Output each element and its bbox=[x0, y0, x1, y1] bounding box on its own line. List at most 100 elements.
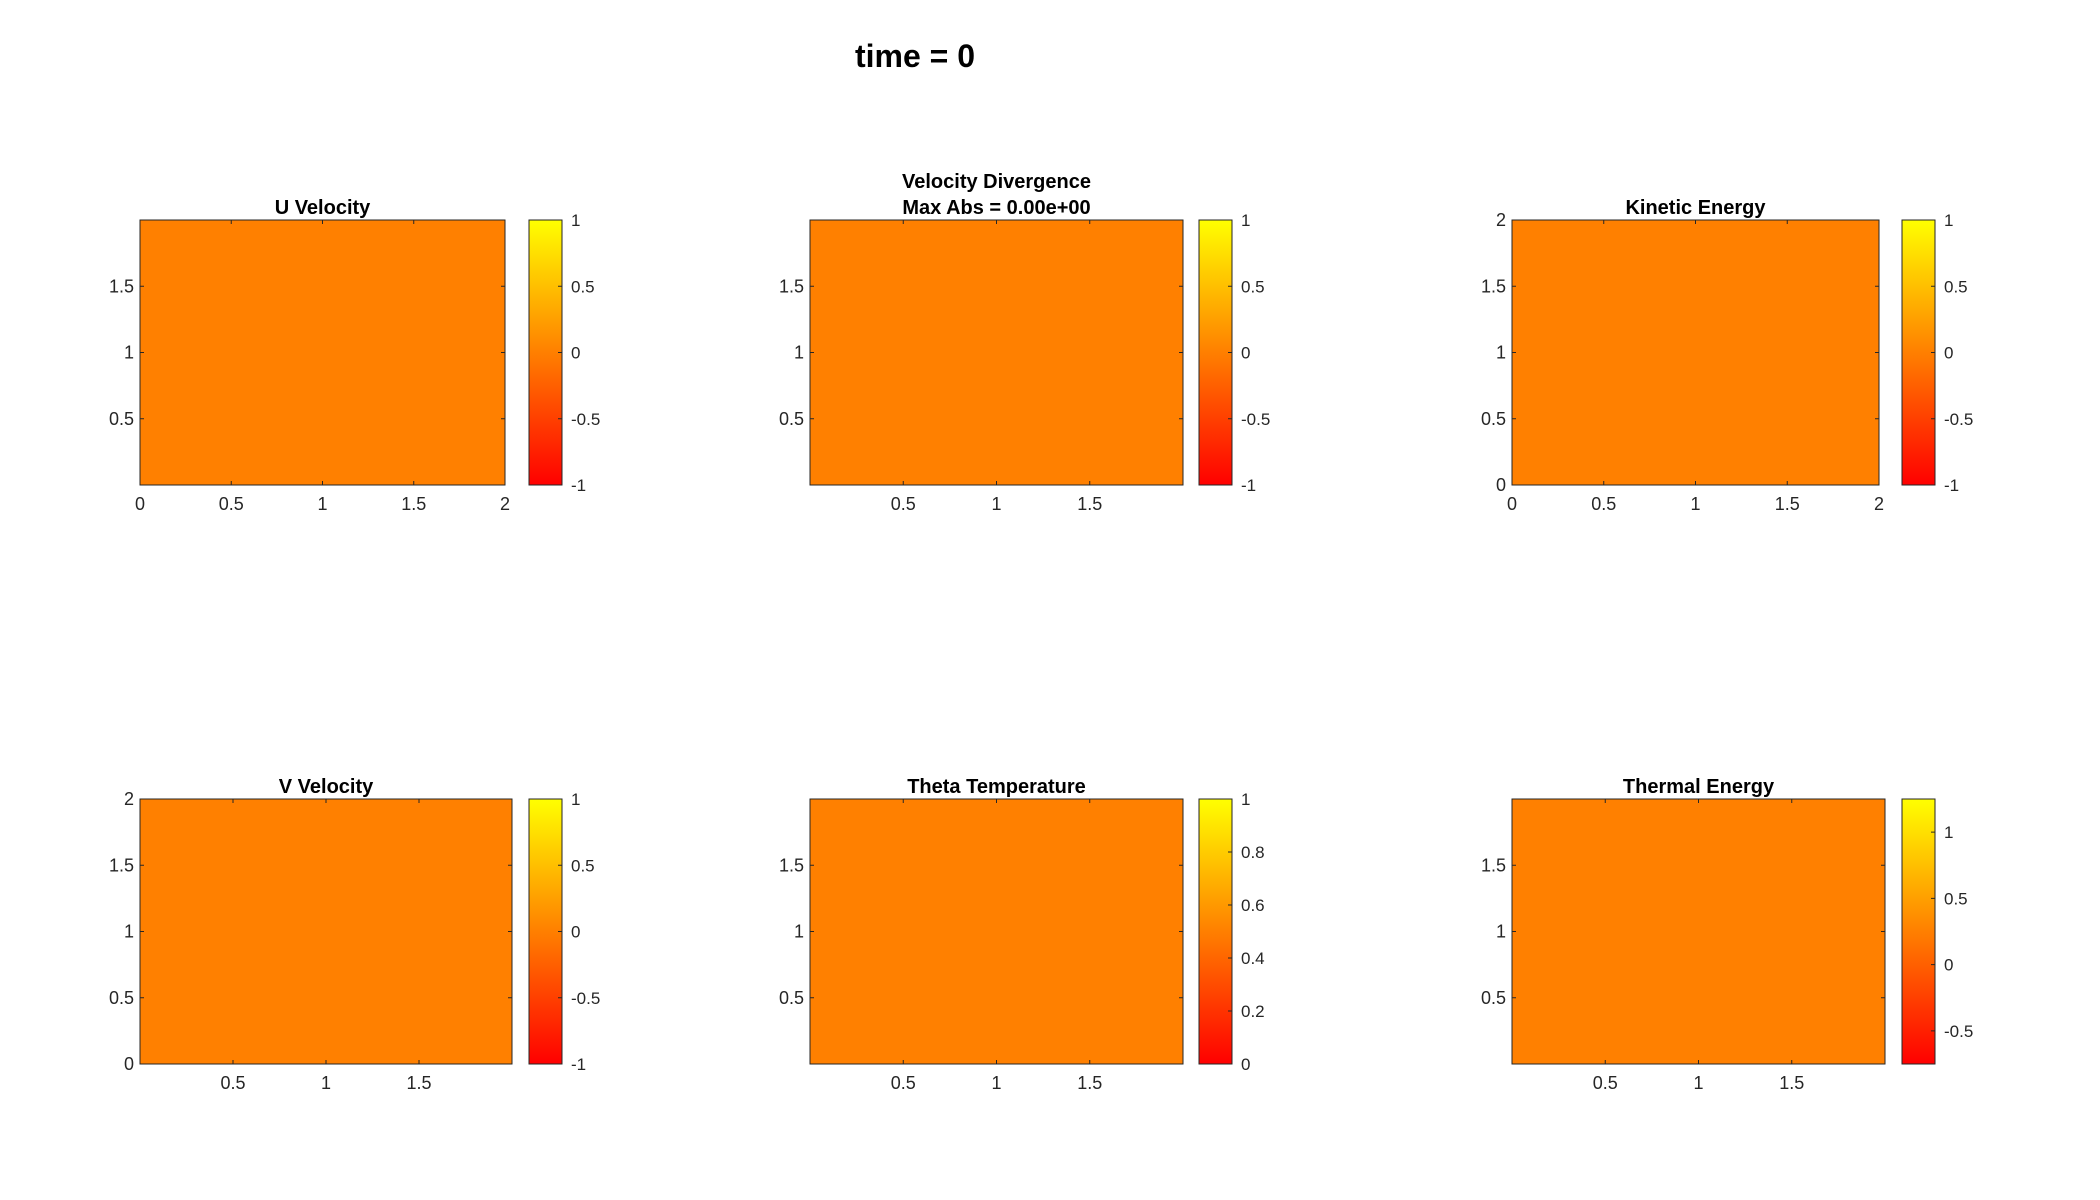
x-tick-label: 1 bbox=[1693, 1073, 1703, 1093]
x-tick-label: 0.5 bbox=[220, 1073, 245, 1093]
colorbar-tick-label: 0 bbox=[1241, 1055, 1250, 1074]
colorbar-tick-label: 0.5 bbox=[1944, 277, 1968, 296]
y-tick-label: 1 bbox=[124, 343, 134, 363]
subplot-3: Kinetic Energy 0 0.5 1 1.5 2 0 0.5 1 1.5 2 -1 -0.5 0 0… bbox=[1481, 197, 1973, 514]
colorbar-tick-label: -0.5 bbox=[1944, 410, 1973, 429]
colorbar-tick-label: -0.5 bbox=[1241, 410, 1270, 429]
y-tick-label: 0.5 bbox=[779, 409, 804, 429]
colorbar-tick-label: -0.5 bbox=[571, 989, 600, 1008]
y-tick-label: 1 bbox=[794, 922, 804, 942]
colorbar bbox=[1198, 798, 1233, 1065]
colorbar-tick-label: 1 bbox=[1241, 211, 1250, 230]
subplot-title: U Velocity bbox=[275, 197, 371, 219]
colorbar-tick-label: 1 bbox=[571, 790, 580, 809]
x-tick-label: 1.5 bbox=[1077, 494, 1102, 514]
colorbar-tick-label: -1 bbox=[1241, 476, 1256, 495]
colorbar-tick-label: 0.5 bbox=[571, 856, 595, 875]
heatmap-field bbox=[139, 219, 506, 486]
y-tick-label: 0.5 bbox=[779, 988, 804, 1008]
colorbar-tick-label: 0 bbox=[1944, 344, 1953, 363]
colorbar-tick-label: 0.4 bbox=[1241, 949, 1265, 968]
x-tick-label: 0.5 bbox=[1591, 494, 1616, 514]
heatmap-field bbox=[1511, 219, 1880, 486]
subplot-title: Theta Temperature bbox=[907, 776, 1086, 798]
figure-title: time = 0 bbox=[854, 38, 976, 74]
colorbar-tick-label: 0 bbox=[571, 923, 580, 942]
x-tick-label: 0.5 bbox=[1593, 1073, 1618, 1093]
subplot-2: Velocity Divergence Max Abs = 0.00e+00 0.5… bbox=[779, 171, 1270, 514]
y-tick-label: 1 bbox=[794, 343, 804, 363]
subplot-title: Kinetic Energy bbox=[1625, 197, 1766, 219]
y-tick-label: 1.5 bbox=[1481, 855, 1506, 875]
x-tick-label: 1 bbox=[1690, 494, 1700, 514]
subplot-5: Theta Temperature 0.5 1 1.5 0.5 1 1.5 0 0.2 0.4 0.… bbox=[779, 776, 1265, 1093]
x-tick-label: 1.5 bbox=[1077, 1073, 1102, 1093]
colorbar-tick-label: 0.2 bbox=[1241, 1002, 1265, 1021]
y-tick-label: 1.5 bbox=[1481, 276, 1506, 296]
subplot-title: V Velocity bbox=[279, 776, 374, 798]
colorbar-tick-label: 0 bbox=[1241, 344, 1250, 363]
y-tick-label: 2 bbox=[124, 789, 134, 809]
x-tick-label: 1.5 bbox=[401, 494, 426, 514]
heatmap-field bbox=[809, 798, 1184, 1065]
heatmap-field bbox=[139, 798, 513, 1065]
x-tick-label: 1 bbox=[991, 1073, 1001, 1093]
y-tick-label: 0.5 bbox=[1481, 988, 1506, 1008]
colorbar-tick-label: -0.5 bbox=[571, 410, 600, 429]
x-tick-label: 1.5 bbox=[1779, 1073, 1804, 1093]
x-tick-label: 2 bbox=[500, 494, 510, 514]
subplot-4: V Velocity 0.5 1 1.5 0 0.5 1 1.5 2 -1 -0.5 0 0.5 1 bbox=[109, 776, 600, 1093]
colorbar-tick-label: 0.5 bbox=[571, 277, 595, 296]
x-tick-label: 0.5 bbox=[219, 494, 244, 514]
colorbar-tick-label: 0.5 bbox=[1241, 277, 1265, 296]
y-tick-label: 1 bbox=[1496, 922, 1506, 942]
subplot-title: Velocity Divergence bbox=[902, 171, 1091, 193]
colorbar-tick-label: 1 bbox=[1241, 790, 1250, 809]
x-tick-label: 1 bbox=[991, 494, 1001, 514]
colorbar-tick-label: 0.8 bbox=[1241, 843, 1265, 862]
subplot-title: Thermal Energy bbox=[1623, 776, 1775, 798]
colorbar-tick-label: -0.5 bbox=[1944, 1022, 1973, 1041]
y-tick-label: 0 bbox=[124, 1054, 134, 1074]
y-tick-label: 1.5 bbox=[109, 276, 134, 296]
colorbar-tick-label: -1 bbox=[571, 1055, 586, 1074]
subplot-1: U Velocity 0 0.5 1 1.5 2 0.5 1 1.5 -1 -0.5 0 0.5 1 bbox=[109, 197, 600, 514]
colorbar bbox=[1198, 219, 1233, 486]
colorbar-tick-label: -1 bbox=[571, 476, 586, 495]
colorbar-tick-label: 1 bbox=[571, 211, 580, 230]
x-tick-label: 2 bbox=[1874, 494, 1884, 514]
y-tick-label: 1.5 bbox=[109, 855, 134, 875]
colorbar bbox=[528, 219, 563, 486]
colorbar bbox=[528, 798, 563, 1065]
x-tick-label: 1 bbox=[321, 1073, 331, 1093]
x-tick-label: 1 bbox=[317, 494, 327, 514]
x-tick-label: 0 bbox=[135, 494, 145, 514]
y-tick-label: 1.5 bbox=[779, 276, 804, 296]
colorbar-tick-label: 0.6 bbox=[1241, 896, 1265, 915]
x-tick-label: 0.5 bbox=[891, 494, 916, 514]
colorbar-tick-label: 0.5 bbox=[1944, 889, 1968, 908]
x-tick-label: 1.5 bbox=[406, 1073, 431, 1093]
x-tick-label: 0 bbox=[1507, 494, 1517, 514]
y-tick-label: 0.5 bbox=[1481, 409, 1506, 429]
colorbar-tick-label: 0 bbox=[1944, 956, 1953, 975]
colorbar bbox=[1901, 219, 1936, 486]
y-tick-label: 1.5 bbox=[779, 855, 804, 875]
y-tick-label: 0.5 bbox=[109, 988, 134, 1008]
colorbar-tick-label: 0 bbox=[571, 344, 580, 363]
subplot-title: Max Abs = 0.00e+00 bbox=[902, 197, 1090, 219]
colorbar bbox=[1901, 798, 1936, 1065]
heatmap-field bbox=[809, 219, 1184, 486]
y-tick-label: 0 bbox=[1496, 475, 1506, 495]
heatmap-field bbox=[1511, 798, 1886, 1065]
x-tick-label: 1.5 bbox=[1775, 494, 1800, 514]
y-tick-label: 2 bbox=[1496, 210, 1506, 230]
colorbar-tick-label: 1 bbox=[1944, 823, 1953, 842]
y-tick-label: 0.5 bbox=[109, 409, 134, 429]
colorbar-tick-label: -1 bbox=[1944, 476, 1959, 495]
subplot-6: Thermal Energy 0.5 1 1.5 0.5 1 1.5 -0.5 0 0.5 1 bbox=[1481, 776, 1973, 1093]
colorbar-tick-label: 1 bbox=[1944, 211, 1953, 230]
y-tick-label: 1 bbox=[124, 922, 134, 942]
